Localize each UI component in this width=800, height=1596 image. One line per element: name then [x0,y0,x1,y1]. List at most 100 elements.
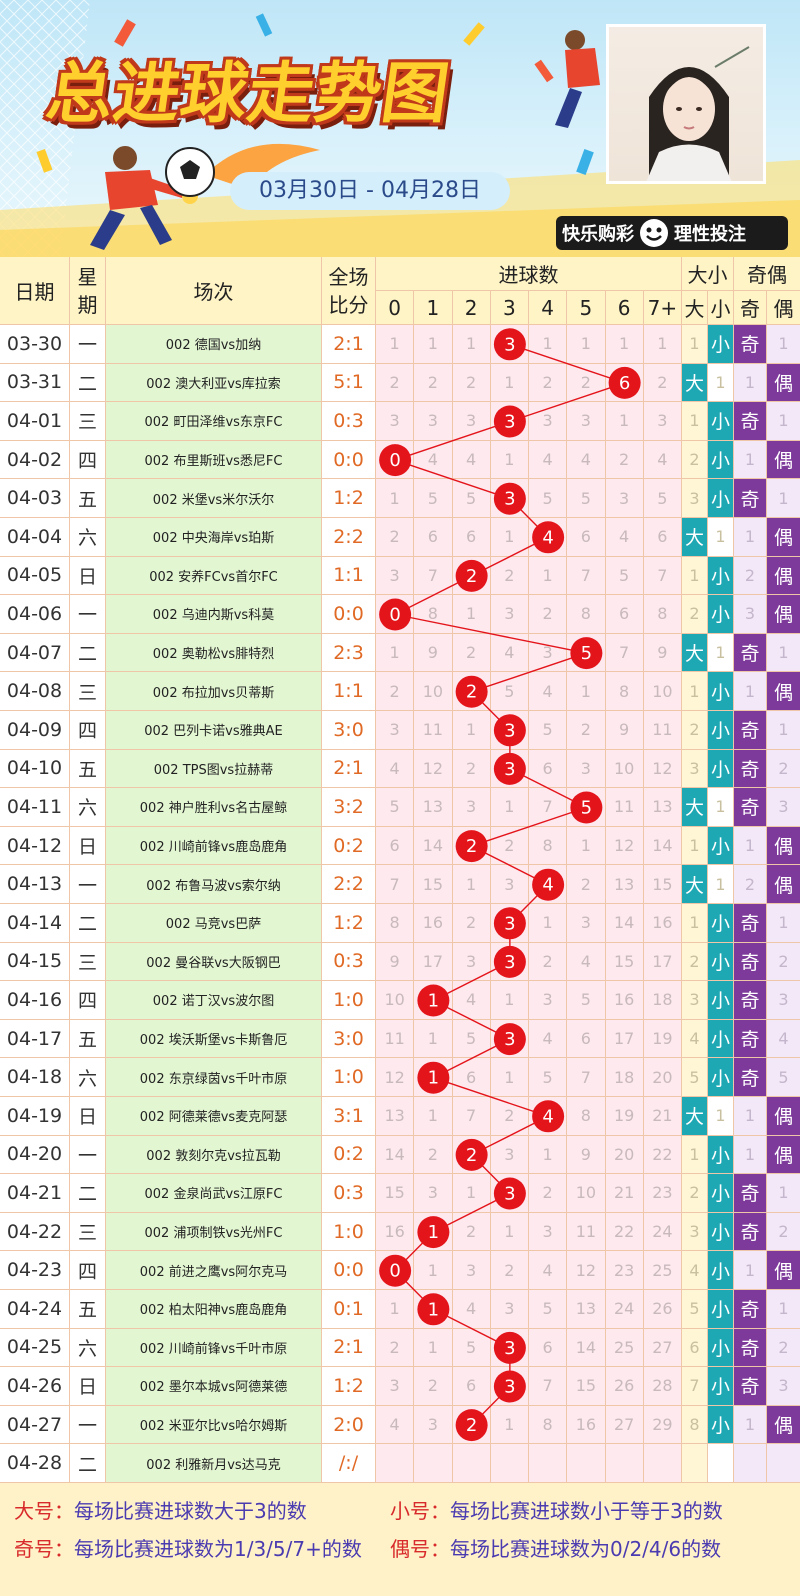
goal-cell: 16 [643,904,682,943]
goal-cell: 3 [490,1019,529,1059]
parity-ou-cell: 偶 [767,556,800,596]
row-date: 04-06 [0,595,70,634]
goal-cell [452,1444,491,1483]
goal-cell: 3 [490,1367,529,1406]
goal-cell: 9 [605,711,644,750]
size-da-cell: 2 [682,595,708,634]
row-score: 0:0 [322,1251,376,1290]
goal-cell: 2 [452,672,491,711]
goal-cell: 1 [452,865,491,904]
goal-cell: 5 [529,711,568,750]
row-date: 04-14 [0,904,70,943]
row-match: 002 米亚尔比vs哈尔姆斯 [106,1405,322,1445]
parity-ou-cell: 3 [767,981,800,1020]
goal-cell: 2 [414,1135,453,1175]
parity-ou-cell: 偶 [767,1251,800,1290]
goal-cell: 27 [643,1328,682,1368]
row-match: 002 乌迪内斯vs科莫 [106,595,322,634]
parity-ou-cell: 5 [767,1058,800,1097]
goal-cell: 28 [643,1367,682,1406]
parity-col-header: 偶 [767,291,800,325]
goal-cell: 1 [414,1212,453,1252]
goal-cell: 12 [567,1251,606,1290]
row-match: 002 诺丁汉vs波尔图 [106,981,322,1020]
goal-cell: 1 [414,981,453,1020]
goal-cell: 5 [452,1019,491,1059]
goal-cell: 2 [490,556,529,596]
goal-cell: 8 [567,595,606,634]
row-score: 3:1 [322,1097,376,1136]
row-match: 002 巴列卡诺vs雅典AE [106,711,322,750]
goal-cell: 26 [643,1290,682,1329]
goal-cell: 10 [643,672,682,711]
goal-cell: 2 [376,1328,415,1368]
goal-cell: 1 [452,1174,491,1213]
legend: 大号：每场比赛进球数大于3的数 小号：每场比赛进球数小于等于3的数 奇号：每场比… [0,1483,800,1596]
goal-cell [414,1444,453,1483]
goal-cell: 1 [452,325,491,364]
legend-da-text: 每场比赛进球数大于3的数 [74,1499,307,1523]
goal-cell: 1 [414,1019,453,1059]
goal-cell: 10 [605,749,644,789]
tagline-left: 快乐购彩 [562,224,634,245]
row-score: 0:3 [322,942,376,982]
goal-cell: 6 [452,1367,491,1406]
goal-cell: 12 [605,826,644,866]
row-date: 04-18 [0,1058,70,1097]
row-score: 1:0 [322,1058,376,1097]
goal-cell: 23 [643,1174,682,1213]
size-da-cell: 5 [682,1058,708,1097]
goal-col-header: 7+ [643,291,682,325]
row-date: 04-08 [0,672,70,711]
goal-cell: 7 [529,1367,568,1406]
goal-cell: 3 [490,711,529,750]
row-date: 04-15 [0,942,70,982]
goal-cell: 14 [567,1328,606,1368]
goal-cell: 3 [567,402,606,441]
goal-cell: 3 [567,904,606,943]
goal-cell: 4 [414,440,453,480]
tagline: 快乐购彩 理性投注 [556,216,788,250]
goal-cell: 3 [529,1212,568,1252]
goal-cell: 2 [452,1405,491,1445]
row-date: 03-30 [0,325,70,364]
row-week: 三 [70,402,106,441]
goal-cell: 22 [605,1212,644,1252]
goal-cell: 7 [414,556,453,596]
parity-qi-cell: 奇 [734,325,767,364]
row-score: 2:1 [322,749,376,789]
goal-cell: 20 [605,1135,644,1175]
goal-cell: 1 [376,325,415,364]
goal-col-header: 6 [605,291,644,325]
row-match: 002 澳大利亚vs库拉索 [106,363,322,403]
goal-cell: 4 [643,440,682,480]
goal-cell: 14 [643,826,682,866]
parity-ou-cell: 1 [767,402,800,441]
parity-qi-cell: 奇 [734,1328,767,1368]
goal-cell: 3 [529,402,568,441]
parity-ou-cell: 2 [767,942,800,982]
size-xiao-cell: 小 [708,1019,734,1059]
parity-ou-cell: 偶 [767,826,800,866]
goal-cell: 9 [414,633,453,673]
goal-cell: 1 [490,1405,529,1445]
goal-cell: 17 [605,1019,644,1059]
row-match: 002 町田泽维vs东京FC [106,402,322,441]
date-range: 03月30日 - 04月28日 [230,172,510,210]
row-week: 三 [70,942,106,982]
goal-cell: 2 [490,1097,529,1136]
goal-cell: 1 [529,1135,568,1175]
goal-cell: 15 [567,1367,606,1406]
size-xiao-cell: 小 [708,1405,734,1445]
parity-ou-cell: 1 [767,325,800,364]
goal-cell: 2 [376,672,415,711]
parity-qi-cell: 1 [734,440,767,480]
goal-cell: 4 [567,440,606,480]
parity-ou-cell: 偶 [767,518,800,557]
goal-cell: 1 [490,440,529,480]
parity-qi-cell: 奇 [734,1058,767,1097]
row-week: 三 [70,672,106,711]
row-date: 03-31 [0,363,70,403]
row-score: 0:2 [322,826,376,866]
goal-cell: 6 [567,518,606,557]
